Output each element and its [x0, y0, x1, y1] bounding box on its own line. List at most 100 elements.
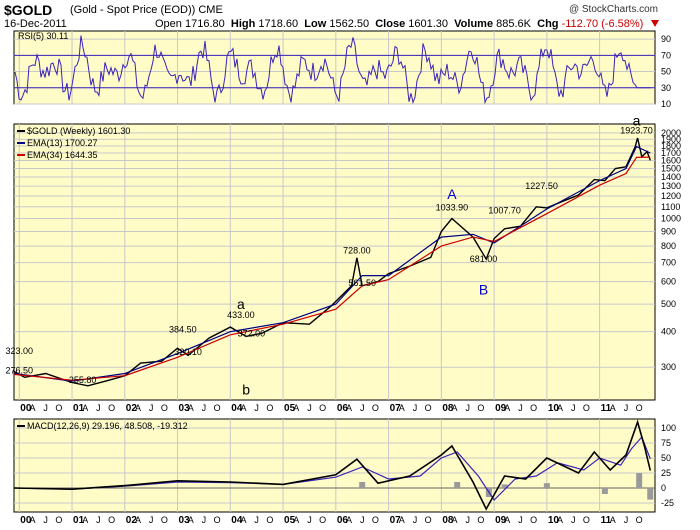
price-annotation: 276.50 [6, 365, 34, 375]
macd-xaxis-month-label: A [399, 515, 405, 525]
macd-xaxis-month-label: J [254, 515, 259, 525]
price-xaxis-month-label: J [149, 403, 154, 413]
macd-xaxis-month-label: J [360, 515, 365, 525]
macd-xaxis-month-label: O [583, 515, 590, 525]
macd-xaxis-month-label: A [610, 515, 616, 525]
price-ytick-label: 900 [661, 227, 676, 237]
price-xaxis-month-label: J [624, 403, 629, 413]
price-xaxis-month-label: A [240, 403, 246, 413]
price-xaxis-year-label: 08 [442, 403, 454, 414]
price-ytick-label: 500 [661, 299, 676, 309]
macd-xaxis-month-label: O [319, 515, 326, 525]
price-ytick-label: 1200 [661, 191, 681, 201]
price-xaxis-month-label: J [360, 403, 365, 413]
price-xaxis-month-label: A [82, 403, 88, 413]
price-ytick-label: 1800 [661, 141, 681, 151]
macd-xaxis-year-label: 03 [179, 515, 191, 526]
price-xaxis-month-label: A [346, 403, 352, 413]
macd-xaxis-month-label: A [452, 515, 458, 525]
wave-label: A [447, 186, 457, 202]
volume-value: 885.6K [496, 18, 532, 30]
macd-xaxis-year-label: 01 [73, 515, 85, 526]
macd-line [13, 419, 652, 511]
price-ytick-label: 1400 [661, 172, 681, 182]
price-xaxis-year-label: 06 [337, 403, 349, 414]
high-label: High [230, 18, 256, 30]
macd-xaxis-year-label: 11 [601, 515, 612, 526]
down-arrow-icon [651, 20, 659, 27]
wave-label: a [633, 113, 641, 129]
price-xaxis-year-label: 10 [548, 403, 560, 414]
price-xaxis-year-label: 09 [495, 403, 507, 414]
rsi-ytick-label: 10 [661, 99, 671, 109]
macd-xaxis-year-label: 06 [337, 515, 349, 526]
macd-xaxis-year-label: 02 [126, 515, 138, 526]
macd-histogram-bar [454, 482, 461, 488]
copyright-text[interactable]: @ StockCharts.com [568, 4, 658, 15]
macd-legend: MACD(12,26,9) 29.196, 48.508, -19.312 [27, 421, 188, 431]
rsi-series-line [14, 35, 651, 105]
price-ytick-label: 1600 [661, 155, 681, 165]
quote-summary: Open 1716.80 High 1718.60 Low 1562.50 Cl… [155, 18, 643, 30]
macd-xaxis-month-label: A [188, 515, 194, 525]
close-label: Close [375, 18, 406, 30]
price-xaxis-month-label: O [372, 403, 379, 413]
macd-ytick-label: 25 [661, 468, 671, 478]
price-xaxis-month-label: J [518, 403, 523, 413]
macd-xaxis-year-label: 07 [390, 515, 402, 526]
macd-histogram-bar [636, 473, 643, 488]
macd-xaxis-month-label: J [96, 515, 101, 525]
open-value: 1716.80 [184, 18, 225, 30]
wave-label: B [479, 282, 488, 298]
volume-label: Volume [454, 18, 494, 30]
price-annotation: 1227.50 [525, 181, 558, 191]
price-ytick-label: 1500 [661, 163, 681, 173]
price-ytick-label: 1700 [661, 148, 681, 158]
macd-xaxis-month-label: A [240, 515, 246, 525]
macd-xaxis-month-label: A [82, 515, 88, 525]
macd-xaxis-month-label: O [530, 515, 537, 525]
price-xaxis-month-label: J [254, 403, 259, 413]
price-annotation: 372.00 [238, 329, 266, 339]
price-xaxis-month-label: A [452, 403, 458, 413]
price-xaxis-year-label: 03 [179, 403, 191, 414]
price-xaxis-month-label: A [135, 403, 141, 413]
price-xaxis-month-label: A [29, 403, 35, 413]
price-annotation: 1007.70 [488, 206, 521, 216]
price-xaxis-month-label: O [266, 403, 273, 413]
price-xaxis-month-label: J [96, 403, 101, 413]
price-ytick-label: 1300 [661, 181, 681, 191]
low-label: Low [304, 18, 327, 30]
macd-xaxis-month-label: J [465, 515, 470, 525]
price-xaxis-month-label: O [477, 403, 484, 413]
price-xaxis-month-label: O [108, 403, 115, 413]
price-annotation: 1923.70 [620, 126, 653, 136]
macd-xaxis-month-label: O [214, 515, 221, 525]
price-panel [13, 123, 656, 401]
price-legend-entry: EMA(34) 1644.35 [27, 150, 98, 160]
price-ytick-label: 600 [661, 277, 676, 287]
macd-xaxis-month-label: J [43, 515, 48, 525]
macd-xaxis-month-label: O [266, 515, 273, 525]
price-xaxis-month-label: A [188, 403, 194, 413]
rsi-ytick-label: 50 [661, 67, 671, 77]
close-value: 1601.30 [408, 18, 449, 30]
macd-xaxis-year-label: 00 [20, 515, 32, 526]
price-xaxis-month-label: O [319, 403, 326, 413]
price-xaxis-month-label: O [530, 403, 537, 413]
macd-ytick-label: 75 [661, 438, 671, 448]
price-xaxis-month-label: J [43, 403, 48, 413]
price-legend-entry: $GOLD (Weekly) 1601.30 [27, 126, 130, 136]
price-annotation: 384.50 [169, 325, 197, 335]
price-ytick-label: 300 [661, 362, 676, 372]
price-xaxis-month-label: J [202, 403, 207, 413]
macd-histogram-bar [501, 484, 508, 488]
price-xaxis-year-label: 05 [284, 403, 296, 414]
price-xaxis-month-label: O [161, 403, 168, 413]
price-annotation: 323.00 [6, 346, 34, 356]
ema13-series-line [13, 145, 651, 382]
macd-ytick-label: 50 [661, 453, 671, 463]
macd-xaxis-month-label: J [149, 515, 154, 525]
price-annotation: 1033.90 [436, 202, 469, 212]
macd-histogram-bar [359, 482, 366, 488]
